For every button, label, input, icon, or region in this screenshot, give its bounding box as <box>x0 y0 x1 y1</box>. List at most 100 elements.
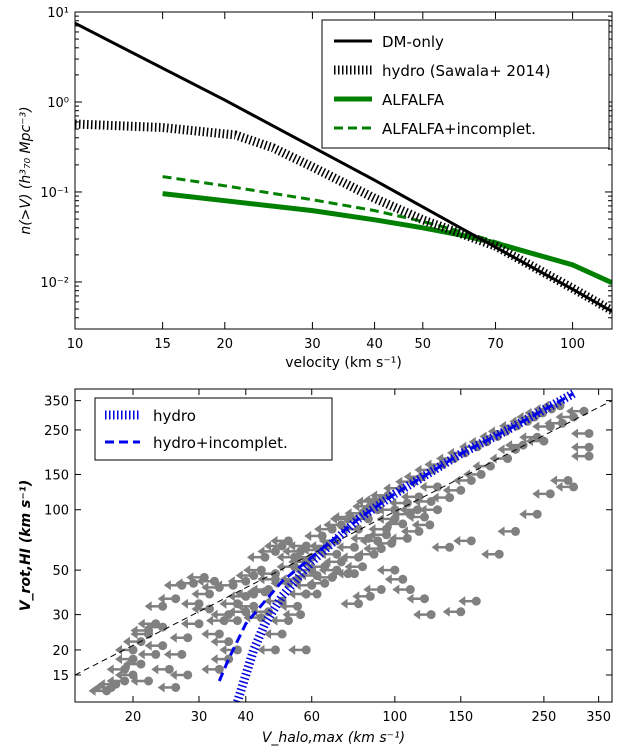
bottom-axes-frame <box>74 388 613 703</box>
scatter-point <box>276 552 300 563</box>
bottom-panel: 20 30 40 60 100 150 250 350 15 20 30 50 100 150 250 350… <box>18 388 613 746</box>
top-legend-label: ALFALFA+incomplet. <box>382 120 536 138</box>
top-ticks: 10 15 20 30 40 50 70 100 10⁻² 10⁻¹ 10⁰ 10¹ <box>40 6 612 352</box>
bottom-x-tick-label: 100 <box>382 710 407 725</box>
scatter-point <box>106 664 130 675</box>
bottom-y-tick-label: 15 <box>52 669 69 684</box>
top-y-axis-label: n(>V) (h³₇₀ Mpc⁻³) <box>18 106 34 234</box>
bottom-y-tick-label: 50 <box>52 564 69 579</box>
top-x-axis-label: velocity (km s⁻¹) <box>285 355 402 371</box>
top-legend-label: DM-only <box>382 33 444 51</box>
bottom-x-tick-label: 60 <box>303 710 320 725</box>
bottom-ticks: 20 30 40 60 100 150 250 350 15 20 30 50 100 150 250 350 <box>44 389 612 725</box>
scatter-point <box>363 543 386 554</box>
scatter-point <box>144 640 168 651</box>
scatter-point <box>264 540 287 551</box>
scatter-point <box>257 644 280 655</box>
scatter-point <box>235 601 259 612</box>
scatter-point <box>270 535 293 546</box>
top-x-tick-label: 30 <box>304 337 321 352</box>
scatter-point <box>288 540 311 551</box>
scatter-point <box>219 615 242 626</box>
scatter-point <box>389 498 412 509</box>
bottom-y-tick-label: 20 <box>52 644 69 659</box>
scatter-point <box>323 556 346 567</box>
scatter-point <box>163 580 187 591</box>
scatter-point <box>389 533 412 544</box>
scatter-point <box>376 513 400 524</box>
scatter-point <box>419 481 443 492</box>
top-y-tick-label: 10¹ <box>47 6 69 21</box>
bottom-legend-label: hydro <box>153 407 196 425</box>
scatter-point <box>376 504 400 515</box>
scatter-point <box>180 598 204 609</box>
scatter-point <box>219 644 242 655</box>
top-legend: DM-only hydro (Sawala+ 2014) ALFALFA ALFALF… <box>321 19 610 149</box>
scatter-point <box>169 669 193 680</box>
scatter-point <box>373 538 397 549</box>
scatter-point <box>406 512 429 523</box>
scatter-point <box>169 632 193 643</box>
bottom-x-tick-label: 150 <box>448 710 473 725</box>
bottom-x-tick-label: 350 <box>586 710 611 725</box>
scatter-point <box>282 546 306 557</box>
scatter-point <box>97 679 121 690</box>
scatter-point <box>210 636 234 647</box>
bottom-y-tick-label: 100 <box>44 504 69 519</box>
scatter-point <box>392 584 415 595</box>
scatter-point <box>497 526 521 537</box>
scatter-point <box>481 549 504 560</box>
scatter-point <box>376 565 400 576</box>
scatter-point <box>115 669 138 680</box>
scatter-point <box>323 519 346 530</box>
top-axes-frame <box>74 11 613 330</box>
scatter-point <box>257 574 280 585</box>
scatter-point <box>431 542 455 553</box>
scatter-point <box>257 546 280 557</box>
scatter-point <box>201 664 224 675</box>
scatter-point <box>270 615 293 626</box>
bottom-series-line-1 <box>233 389 576 702</box>
top-panel: 10 15 20 30 40 50 70 100 10⁻² 10⁻¹ 10⁰ 10¹ velocity… <box>18 6 613 371</box>
top-y-tick-label: 10⁻¹ <box>40 186 69 201</box>
scatter-point <box>344 561 368 572</box>
top-x-tick-label: 20 <box>217 337 234 352</box>
scatter-point <box>406 593 429 604</box>
scatter-point <box>399 504 423 515</box>
scatter-point <box>201 582 224 593</box>
scatter-point <box>137 649 161 660</box>
bottom-x-tick-label: 40 <box>238 710 255 725</box>
scatter-point <box>227 606 251 617</box>
top-series-line-3 <box>162 191 612 285</box>
scatter-point <box>227 576 251 587</box>
bottom-x-tick-label: 30 <box>191 710 208 725</box>
scatter-point <box>453 535 476 546</box>
scatter-point <box>115 654 138 665</box>
scatter-point <box>363 584 386 595</box>
scatter-point <box>419 504 443 515</box>
scatter-point <box>282 609 306 620</box>
scatter-point <box>163 649 187 660</box>
scatter-point <box>368 529 391 540</box>
scatter-point <box>519 509 542 520</box>
bottom-x-tick-label: 250 <box>531 710 556 725</box>
bottom-y-tick-label: 30 <box>52 609 69 624</box>
scatter-point <box>532 488 555 499</box>
scatter-point <box>384 574 408 585</box>
bottom-y-tick-label: 350 <box>44 395 69 410</box>
top-legend-label: hydro (Sawala+ 2014) <box>382 62 550 80</box>
scatter-point <box>180 618 204 629</box>
bottom-x-tick-label: 20 <box>125 710 142 725</box>
scatter-point <box>137 618 161 629</box>
scatter-point <box>201 629 224 640</box>
scatter-point <box>555 481 579 492</box>
scatter-point <box>384 518 408 529</box>
scatter-point <box>235 570 259 581</box>
scatter-point <box>299 589 322 600</box>
scatter-point <box>157 682 181 693</box>
bottom-series <box>75 389 612 702</box>
scatter-point <box>130 675 154 686</box>
scatter-point <box>306 578 330 589</box>
scatter-point <box>550 475 573 486</box>
